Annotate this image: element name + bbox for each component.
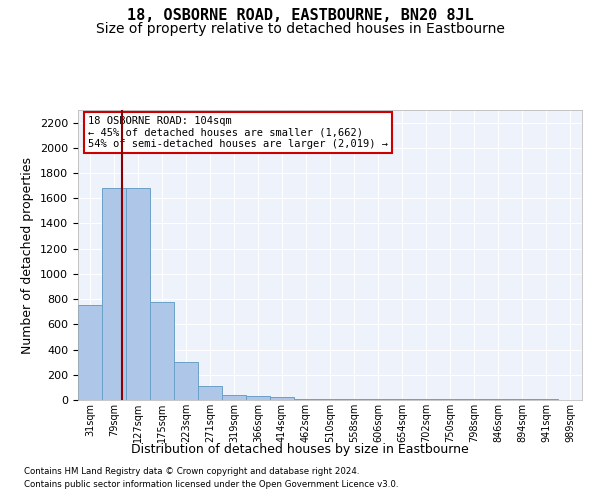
Text: Size of property relative to detached houses in Eastbourne: Size of property relative to detached ho… (95, 22, 505, 36)
Bar (174, 362, 198, 400)
Bar (198, 386, 222, 400)
Text: Distribution of detached houses by size in Eastbourne: Distribution of detached houses by size … (131, 442, 469, 456)
Bar (102, 188, 126, 400)
Bar (222, 395, 246, 400)
Text: Contains HM Land Registry data © Crown copyright and database right 2024.: Contains HM Land Registry data © Crown c… (24, 468, 359, 476)
Y-axis label: Number of detached properties: Number of detached properties (22, 156, 34, 354)
Bar (126, 188, 150, 400)
Text: 18 OSBORNE ROAD: 104sqm
← 45% of detached houses are smaller (1,662)
54% of semi: 18 OSBORNE ROAD: 104sqm ← 45% of detache… (88, 116, 388, 149)
Text: Contains public sector information licensed under the Open Government Licence v3: Contains public sector information licen… (24, 480, 398, 489)
Bar (150, 302, 174, 400)
Text: 18, OSBORNE ROAD, EASTBOURNE, BN20 8JL: 18, OSBORNE ROAD, EASTBOURNE, BN20 8JL (127, 8, 473, 22)
Bar (270, 398, 294, 400)
Bar (246, 396, 270, 400)
Bar (78, 306, 102, 400)
